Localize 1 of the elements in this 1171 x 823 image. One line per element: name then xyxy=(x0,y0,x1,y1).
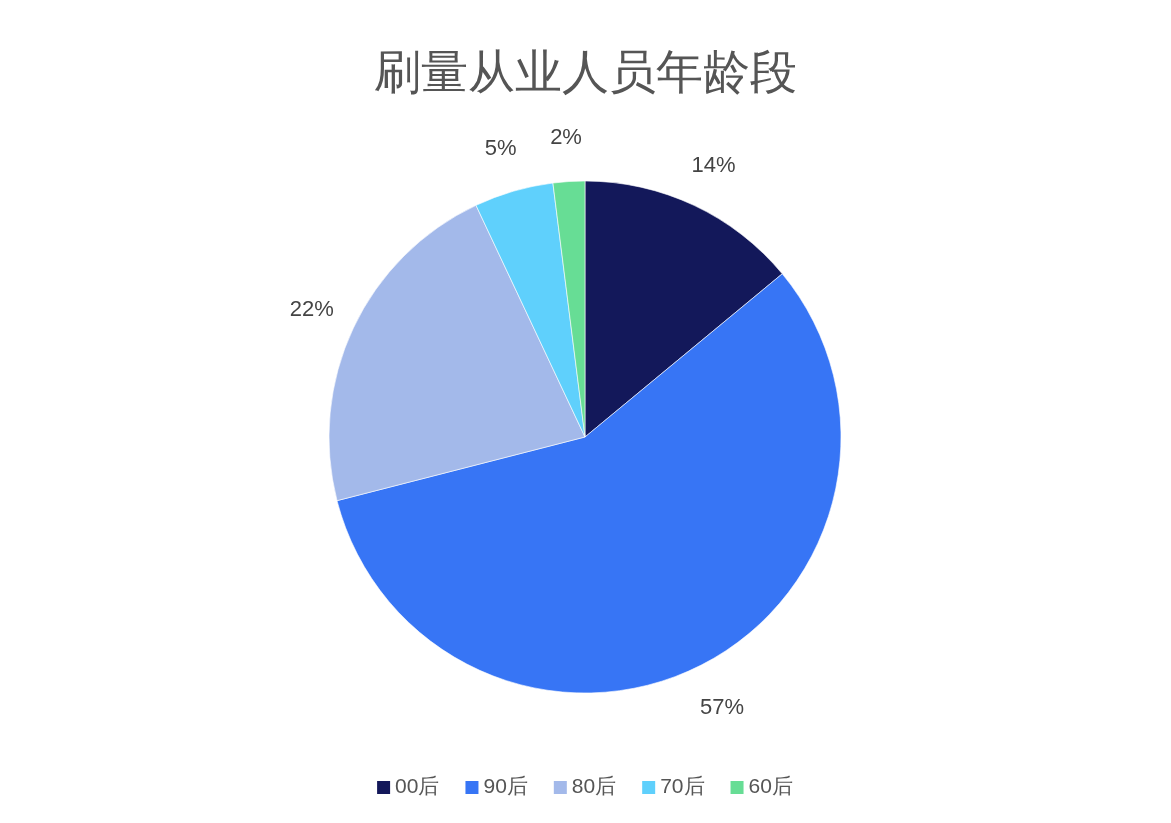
title: 刷量从业人员年龄段 xyxy=(373,45,797,98)
